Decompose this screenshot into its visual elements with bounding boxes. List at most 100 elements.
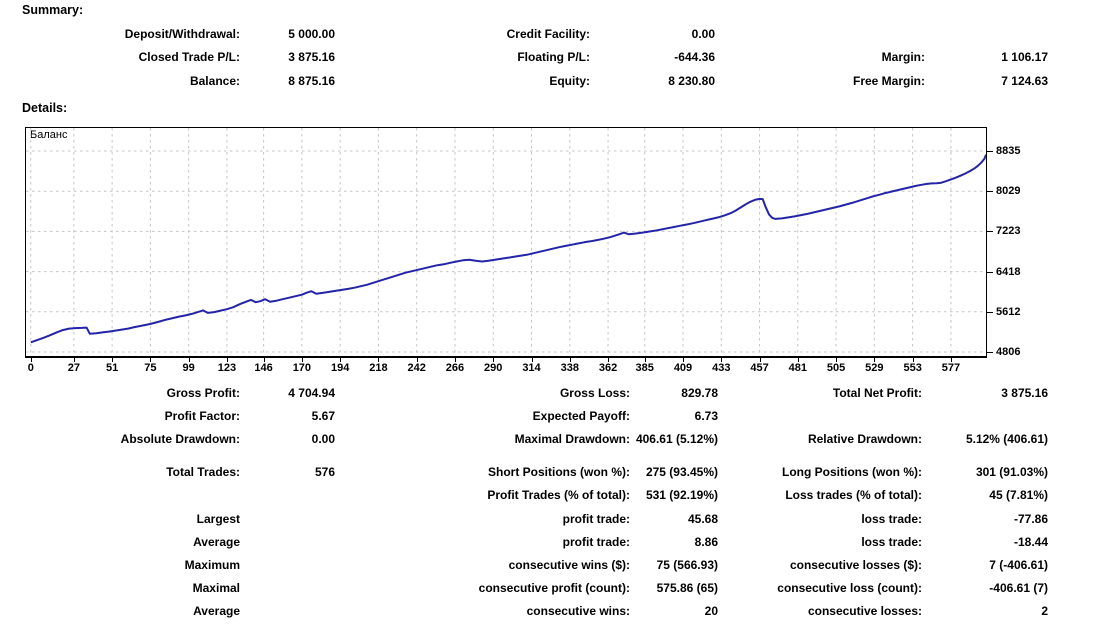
- x-axis-label: 51: [105, 362, 119, 374]
- balance-chart-plot: Баланс: [25, 127, 987, 358]
- x-axis-tick: [378, 358, 380, 362]
- value-cell: -77.86: [1013, 511, 1048, 526]
- table-row: Average profit trade: 8.86 loss trade: -18.4…: [0, 530, 1048, 553]
- table-row: Total Trades: 576 Short Positions (won %):…: [0, 461, 1048, 484]
- table-row: Gross Profit: 4 704.94 Gross Loss: 829.78 To…: [0, 381, 1048, 404]
- value-cell: 45 (7.81%): [989, 488, 1048, 503]
- label-cell: Balance:: [189, 73, 240, 88]
- table-block: Gross Profit: 4 704.94 Gross Loss: 829.78 To…: [0, 381, 1048, 451]
- label-cell: Long Positions (won %):: [782, 465, 922, 480]
- x-axis-tick: [226, 358, 228, 362]
- x-axis-tick: [263, 358, 265, 362]
- x-axis-label: 553: [903, 362, 922, 374]
- x-axis-label: 99: [182, 362, 195, 374]
- value-cell: 5.12% (406.61): [965, 431, 1048, 446]
- x-axis-tick: [531, 358, 533, 362]
- x-axis-label: 505: [826, 362, 846, 374]
- x-axis-tick: [950, 358, 952, 362]
- x-axis-tick: [454, 358, 456, 362]
- x-axis-label: 266: [445, 362, 465, 374]
- chart-legend-label: Баланс: [30, 129, 68, 141]
- y-axis-label: 6418: [996, 265, 1021, 278]
- label-cell: Expected Payoff:: [532, 408, 630, 423]
- x-axis-tick: [797, 358, 799, 362]
- value-cell: 1 106.17: [1001, 50, 1048, 65]
- x-axis-tick: [416, 358, 418, 362]
- x-axis-label: 194: [330, 362, 350, 374]
- value-cell: 6.73: [694, 408, 718, 423]
- x-axis-tick: [112, 358, 114, 362]
- y-axis-label: 4806: [996, 346, 1021, 358]
- value-cell: 829.78: [681, 385, 718, 400]
- table-row: Deposit/Withdrawal: 5 000.00 Credit Facili…: [0, 22, 1048, 46]
- table-row: Maximum consecutive wins ($): 75 (566.93) c…: [0, 553, 1048, 576]
- x-axis-tick: [912, 358, 914, 362]
- table-block: Total Trades: 576 Short Positions (won %):…: [0, 461, 1048, 623]
- x-axis-label: 242: [407, 362, 426, 374]
- value-cell: 5.67: [311, 408, 335, 423]
- label-cell: Short Positions (won %):: [488, 465, 630, 480]
- label-cell: consecutive loss (count):: [777, 581, 922, 596]
- balance-line: [30, 154, 986, 344]
- label-cell: consecutive losses ($):: [789, 557, 922, 572]
- label-cell: Maximal Drawdown:: [514, 431, 630, 446]
- x-axis-label: 314: [522, 362, 541, 374]
- summary-table: Deposit/Withdrawal: 5 000.00 Credit Facili…: [0, 22, 1048, 93]
- x-axis-label: 457: [750, 362, 769, 374]
- x-axis-tick: [874, 358, 876, 362]
- table-row: Balance: 8 875.16 Equity: 8 230.80 Free Marg…: [0, 69, 1048, 93]
- value-cell: 2: [1041, 604, 1048, 619]
- label-cell: profit trade:: [562, 511, 630, 526]
- table-row: Largest profit trade: 45.68 loss trade: -77.…: [0, 507, 1048, 530]
- x-axis-label: 409: [673, 362, 693, 374]
- label-cell: consecutive profit (count):: [478, 581, 630, 596]
- x-axis-label: 27: [67, 362, 80, 374]
- x-axis-tick: [683, 358, 684, 362]
- label-cell: Absolute Drawdown:: [120, 431, 240, 446]
- x-axis-label: 481: [788, 362, 807, 374]
- x-axis-tick: [644, 358, 646, 362]
- table-row: Maximal consecutive profit (count): 575.86…: [0, 577, 1048, 600]
- x-axis-label: 0: [27, 362, 34, 374]
- value-cell: 531 (92.19%): [645, 488, 718, 503]
- value-cell: 0.00: [691, 26, 715, 41]
- label-cell: Gross Loss:: [559, 385, 630, 400]
- statistics-table: Gross Profit: 4 704.94 Gross Loss: 829.78 To…: [0, 381, 1048, 623]
- value-cell: 275 (93.45%): [645, 465, 718, 480]
- y-axis-label: 8029: [996, 185, 1021, 198]
- label-cell: Total Net Profit:: [832, 385, 922, 400]
- label-cell: Loss trades (% of total):: [785, 488, 922, 503]
- value-cell: 4 704.94: [288, 385, 335, 400]
- label-cell: Closed Trade P/L:: [138, 50, 240, 65]
- label-cell: Average: [193, 534, 240, 549]
- label-cell: consecutive wins:: [526, 604, 630, 619]
- label-cell: profit trade:: [562, 534, 630, 549]
- label-cell: Relative Drawdown:: [807, 431, 922, 446]
- x-axis-label: 577: [941, 362, 961, 374]
- label-cell: Average: [193, 604, 240, 619]
- label-cell: Maximum: [184, 557, 240, 572]
- x-axis-tick: [150, 358, 152, 362]
- x-axis-label: 385: [635, 362, 654, 374]
- y-axis-label: 8835: [996, 144, 1021, 157]
- x-axis-label: 218: [369, 362, 388, 374]
- value-cell: -18.44: [1013, 534, 1048, 549]
- label-cell: consecutive wins ($):: [508, 557, 630, 572]
- value-cell: 575.86 (65): [656, 581, 718, 596]
- y-axis-label: 7223: [996, 225, 1021, 238]
- label-cell: Credit Facility:: [506, 26, 590, 41]
- x-axis-tick: [493, 358, 495, 362]
- label-cell: Total Trades:: [166, 465, 240, 480]
- x-axis-label: 362: [598, 362, 618, 374]
- x-axis-label: 146: [254, 362, 273, 374]
- x-axis-tick: [836, 358, 838, 362]
- x-axis-tick: [340, 358, 342, 362]
- value-cell: -644.36: [674, 50, 715, 65]
- table-row: Profit Trades (% of total): 531 (92.19%) L…: [0, 484, 1048, 507]
- x-axis-label: 433: [712, 362, 731, 374]
- x-axis-tick: [608, 358, 610, 362]
- value-cell: 7 124.63: [1001, 73, 1048, 88]
- value-cell: 576: [314, 465, 335, 480]
- label-cell: Profit Factor:: [164, 408, 240, 423]
- chart-canvas: [26, 128, 986, 356]
